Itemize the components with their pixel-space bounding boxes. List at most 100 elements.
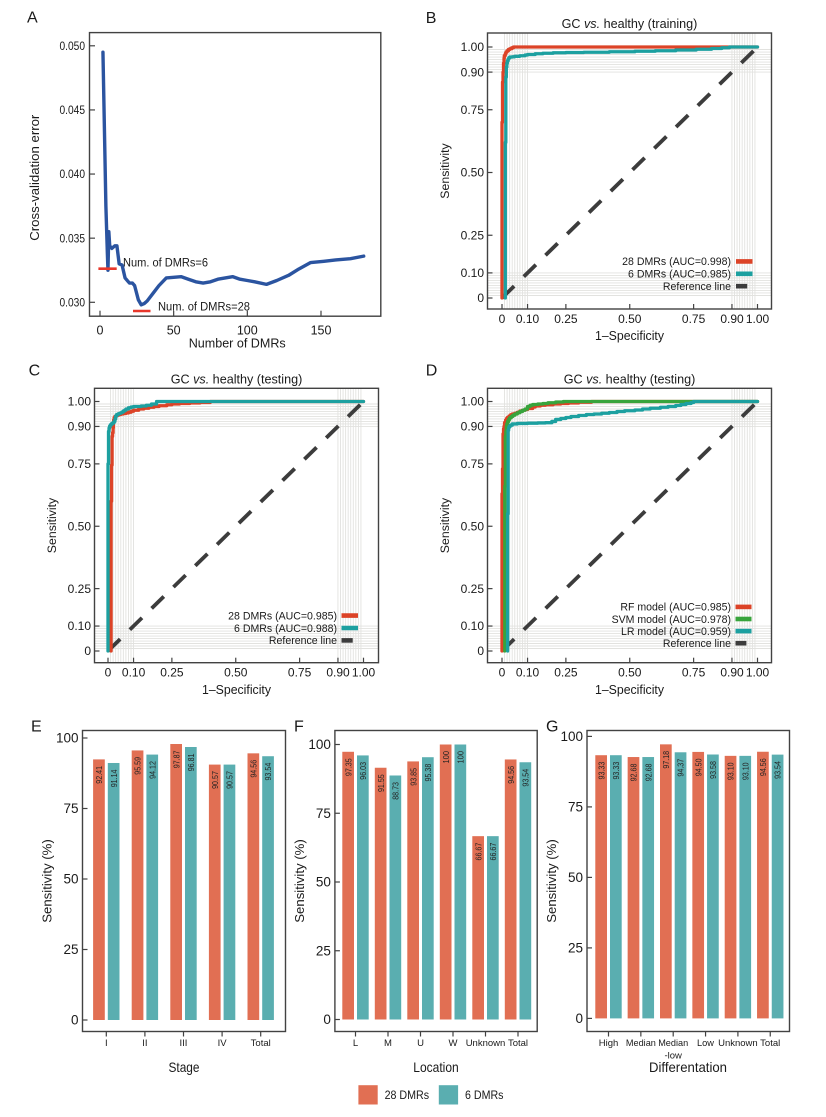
svg-text:1.00: 1.00 (461, 395, 485, 409)
svg-text:0.040: 0.040 (60, 167, 86, 181)
svg-text:Median: Median (626, 1038, 656, 1049)
svg-text:93.58: 93.58 (708, 761, 718, 779)
svg-text:High: High (599, 1038, 619, 1049)
svg-text:88.73: 88.73 (391, 782, 401, 800)
svg-text:94.12: 94.12 (147, 761, 157, 779)
svg-text:93.10: 93.10 (726, 762, 736, 780)
svg-text:E: E (31, 719, 42, 736)
svg-text:93.54: 93.54 (521, 768, 531, 786)
svg-text:1.00: 1.00 (461, 40, 485, 54)
svg-text:100: 100 (237, 324, 258, 338)
svg-text:0: 0 (97, 324, 104, 338)
svg-text:I: I (105, 1038, 108, 1049)
svg-text:0.50: 0.50 (618, 312, 642, 326)
svg-text:G: G (546, 719, 558, 736)
svg-text:0.75: 0.75 (68, 457, 92, 471)
svg-text:F: F (294, 719, 304, 736)
svg-text:D: D (426, 363, 438, 380)
svg-text:0.90: 0.90 (720, 312, 744, 326)
svg-text:93.54: 93.54 (773, 761, 783, 779)
svg-text:Total: Total (251, 1038, 271, 1049)
svg-text:94.56: 94.56 (758, 758, 768, 776)
svg-text:0.50: 0.50 (224, 666, 248, 680)
svg-text:Unknown: Unknown (718, 1038, 758, 1049)
svg-text:93.33: 93.33 (596, 761, 606, 779)
svg-text:II: II (142, 1038, 147, 1049)
svg-text:0.75: 0.75 (682, 666, 706, 680)
svg-text:L: L (353, 1038, 358, 1049)
svg-text:Sensitivity: Sensitivity (45, 497, 59, 553)
svg-text:95.59: 95.59 (133, 757, 143, 775)
svg-text:M: M (384, 1038, 392, 1049)
svg-text:0.75: 0.75 (288, 666, 312, 680)
svg-text:96.81: 96.81 (186, 753, 196, 771)
svg-text:U: U (417, 1038, 424, 1049)
svg-text:50: 50 (167, 324, 181, 338)
svg-text:91.14: 91.14 (109, 769, 119, 787)
svg-text:GC vs. healthy (testing): GC vs. healthy (testing) (564, 372, 696, 386)
svg-text:C: C (29, 363, 41, 380)
svg-text:Location: Location (413, 1059, 459, 1075)
svg-text:100: 100 (441, 751, 451, 764)
svg-text:0: 0 (499, 312, 506, 326)
svg-text:0.10: 0.10 (516, 666, 540, 680)
svg-text:66.67: 66.67 (488, 842, 498, 860)
svg-text:1–Specificity: 1–Specificity (202, 683, 272, 697)
svg-text:0.035: 0.035 (60, 231, 86, 245)
svg-text:97.18: 97.18 (661, 751, 671, 769)
svg-text:1–Specificity: 1–Specificity (595, 329, 665, 343)
svg-text:100: 100 (56, 731, 79, 746)
svg-text:Sensitivity (%): Sensitivity (%) (292, 839, 307, 923)
svg-text:0.25: 0.25 (160, 666, 184, 680)
svg-text:75: 75 (63, 801, 78, 816)
svg-text:91.55: 91.55 (376, 774, 386, 792)
svg-text:28 DMRs (AUC=0.998): 28 DMRs (AUC=0.998) (622, 256, 731, 268)
svg-text:0: 0 (84, 644, 91, 658)
svg-text:6 DMRs (AUC=0.988): 6 DMRs (AUC=0.988) (234, 623, 337, 635)
svg-text:100: 100 (560, 729, 583, 744)
svg-text:0: 0 (477, 291, 484, 305)
svg-text:0.045: 0.045 (60, 103, 86, 117)
svg-text:Num. of DMRs=28: Num. of DMRs=28 (158, 300, 250, 314)
svg-text:1.00: 1.00 (746, 666, 770, 680)
svg-text:0.10: 0.10 (461, 619, 485, 633)
svg-text:Reference line: Reference line (663, 638, 731, 650)
svg-text:0.10: 0.10 (122, 666, 146, 680)
svg-text:Reference line: Reference line (269, 635, 337, 647)
svg-text:SVM model (AUC=0.978): SVM model (AUC=0.978) (612, 614, 731, 626)
svg-text:Stage: Stage (169, 1059, 200, 1075)
svg-text:0.75: 0.75 (461, 457, 485, 471)
svg-text:Total: Total (760, 1038, 780, 1049)
svg-text:A: A (27, 10, 38, 27)
svg-text:93.85: 93.85 (408, 768, 418, 786)
svg-text:IV: IV (218, 1038, 228, 1049)
svg-text:28 DMRs (AUC=0.985): 28 DMRs (AUC=0.985) (228, 610, 337, 622)
svg-text:25: 25 (63, 942, 78, 957)
svg-text:93.10: 93.10 (740, 762, 750, 780)
svg-text:93.33: 93.33 (611, 761, 621, 779)
svg-text:75: 75 (316, 806, 331, 821)
svg-text:0.90: 0.90 (326, 666, 350, 680)
svg-text:LR model (AUC=0.959): LR model (AUC=0.959) (621, 626, 731, 638)
svg-text:0.25: 0.25 (554, 312, 578, 326)
svg-text:0.050: 0.050 (60, 39, 86, 53)
svg-text:75: 75 (568, 800, 583, 815)
svg-text:94.56: 94.56 (248, 760, 258, 778)
svg-text:0.50: 0.50 (618, 666, 642, 680)
svg-text:0.90: 0.90 (68, 420, 92, 434)
svg-text:Median: Median (658, 1038, 688, 1049)
svg-text:0: 0 (499, 666, 506, 680)
svg-text:0.25: 0.25 (68, 582, 92, 596)
svg-text:97.35: 97.35 (343, 758, 353, 776)
svg-text:0.75: 0.75 (461, 103, 485, 117)
svg-text:50: 50 (316, 875, 331, 890)
svg-text:Sensitivity (%): Sensitivity (%) (544, 839, 559, 923)
svg-text:0.10: 0.10 (461, 266, 485, 280)
svg-text:W: W (449, 1038, 458, 1049)
svg-text:III: III (180, 1038, 188, 1049)
svg-text:150: 150 (311, 324, 332, 338)
svg-text:100: 100 (456, 751, 466, 764)
svg-text:66.67: 66.67 (473, 842, 483, 860)
svg-text:96.03: 96.03 (358, 762, 368, 780)
svg-text:50: 50 (568, 870, 583, 885)
